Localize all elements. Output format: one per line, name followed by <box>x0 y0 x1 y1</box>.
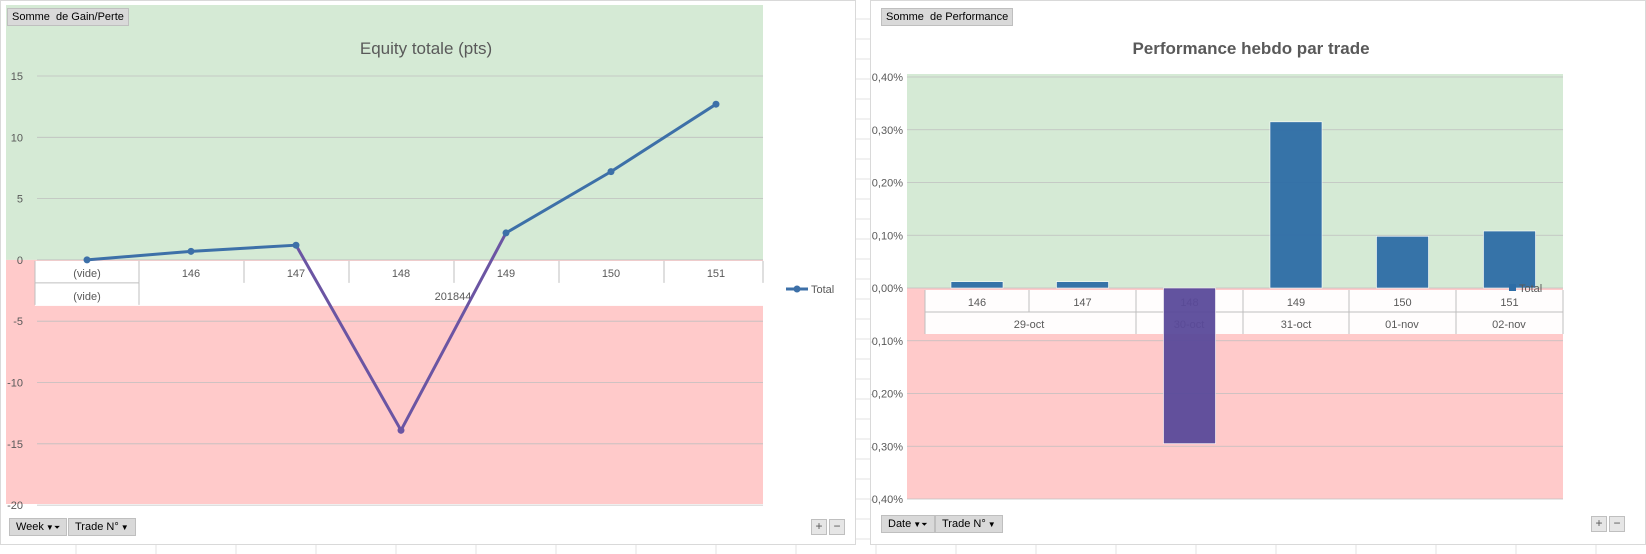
bar <box>1056 281 1109 289</box>
x-tick-label: 147 <box>287 268 305 280</box>
right-chart-panel[interactable]: Performance hebdo par trade 0,40% 0,30% 0,2… <box>870 0 1646 545</box>
y-tick-label: 0,00% <box>872 283 903 295</box>
series-segment <box>294 243 403 432</box>
collapse-field-button[interactable]: − <box>829 519 845 535</box>
x-tick-label: 151 <box>707 268 725 280</box>
y-tick-label: -10 <box>7 378 23 390</box>
x-tick-label: 150 <box>602 268 620 280</box>
left-chart-panel[interactable]: Equity totale (pts) 15 10 5 0 -5 -10 -15 -20 (vid… <box>0 0 856 545</box>
y-tick-label: -20 <box>7 500 23 512</box>
x-tick-label: 146 <box>968 297 986 309</box>
y-tick-label: -0,20% <box>871 389 903 401</box>
series-segment <box>399 231 508 432</box>
y-tick-label: -5 <box>13 316 23 328</box>
y-tick-label: 0 <box>17 255 23 267</box>
trade-number-filter-button[interactable]: Trade N° ▼ <box>68 518 136 536</box>
sum-gain-loss-field-button[interactable]: Somme de Gain/Perte <box>7 8 129 26</box>
filter-dropdown-icon: ▼⏷ <box>45 523 61 532</box>
trade-number-filter-label: Trade N° <box>75 521 119 533</box>
x-tick-label: 148 <box>392 268 410 280</box>
positive-zone <box>6 5 763 260</box>
series-segment <box>504 170 613 235</box>
week-filter-label: Week <box>16 521 44 533</box>
y-tick-label: 15 <box>11 71 23 83</box>
legend-marker <box>793 285 801 293</box>
data-point <box>712 100 720 108</box>
data-point <box>292 241 300 249</box>
data-point <box>83 256 91 264</box>
legend-label: Total <box>1519 283 1542 295</box>
sum-performance-field-button[interactable]: Somme de Performance <box>881 8 1014 26</box>
dropdown-icon: ▼ <box>987 520 996 529</box>
y-tick-label: -15 <box>7 439 23 451</box>
bar <box>1376 236 1429 289</box>
performance-bar-chart: Performance hebdo par trade 0,40% 0,30% 0,2… <box>871 39 1564 506</box>
chart-title: Equity totale (pts) <box>360 39 492 58</box>
series-segment <box>189 243 298 253</box>
x-tick-label: 146 <box>182 268 200 280</box>
equity-line-chart: Equity totale (pts) 15 10 5 0 -5 -10 -15 -20 (vid… <box>6 5 834 512</box>
x-tick-label: 149 <box>497 268 515 280</box>
x-group-label: 31-oct <box>1281 319 1312 331</box>
x-tick-label: 150 <box>1393 297 1411 309</box>
bar <box>1483 230 1536 289</box>
x-group-label: 201844 <box>435 291 472 303</box>
data-point <box>607 168 615 176</box>
y-tick-label: 0,40% <box>872 72 903 84</box>
y-tick-label: 0,10% <box>872 230 903 242</box>
collapse-field-button[interactable]: − <box>1609 516 1625 532</box>
x-group-label: 29-oct <box>1014 319 1045 331</box>
y-tick-label: 5 <box>17 194 23 206</box>
x-tick-label: 149 <box>1287 297 1305 309</box>
legend-swatch <box>1509 284 1516 291</box>
bar <box>1163 287 1216 444</box>
y-tick-label: 10 <box>11 132 23 144</box>
x-tick-label: 147 <box>1073 297 1091 309</box>
series-segment <box>609 102 718 174</box>
filter-dropdown-icon: ▼⏷ <box>913 520 928 529</box>
trade-number-filter-button[interactable]: Trade N° ▼ <box>935 515 1003 533</box>
y-tick-label: -0,40% <box>871 494 903 506</box>
trade-number-filter-label: Trade N° <box>942 518 986 530</box>
x-group-label: 02-nov <box>1492 319 1526 331</box>
y-tick-label: -0,30% <box>871 441 903 453</box>
y-tick-label: 0,20% <box>872 178 903 190</box>
data-point <box>397 426 405 434</box>
series-segment <box>85 249 193 262</box>
positive-zone <box>907 74 1563 288</box>
x-group-label: (vide) <box>73 291 101 303</box>
y-tick-label: -0,10% <box>871 336 903 348</box>
data-point <box>502 229 510 237</box>
x-tick-label: 151 <box>1500 297 1518 309</box>
expand-field-button[interactable]: + <box>811 519 827 535</box>
x-tick-label: (vide) <box>73 268 101 280</box>
expand-field-button[interactable]: + <box>1591 516 1607 532</box>
axis-band <box>35 260 763 306</box>
date-filter-button[interactable]: Date ▼⏷ <box>881 515 935 533</box>
data-point <box>187 247 195 255</box>
x-group-label: 01-nov <box>1385 319 1419 331</box>
dropdown-icon: ▼ <box>120 523 129 532</box>
bar <box>950 281 1004 289</box>
bar <box>1269 121 1323 289</box>
chart-title: Performance hebdo par trade <box>1132 39 1369 58</box>
week-filter-button[interactable]: Week ▼⏷ <box>9 518 68 536</box>
date-filter-label: Date <box>888 518 912 530</box>
y-tick-label: 0,30% <box>872 125 903 137</box>
legend-label: Total <box>811 284 834 296</box>
